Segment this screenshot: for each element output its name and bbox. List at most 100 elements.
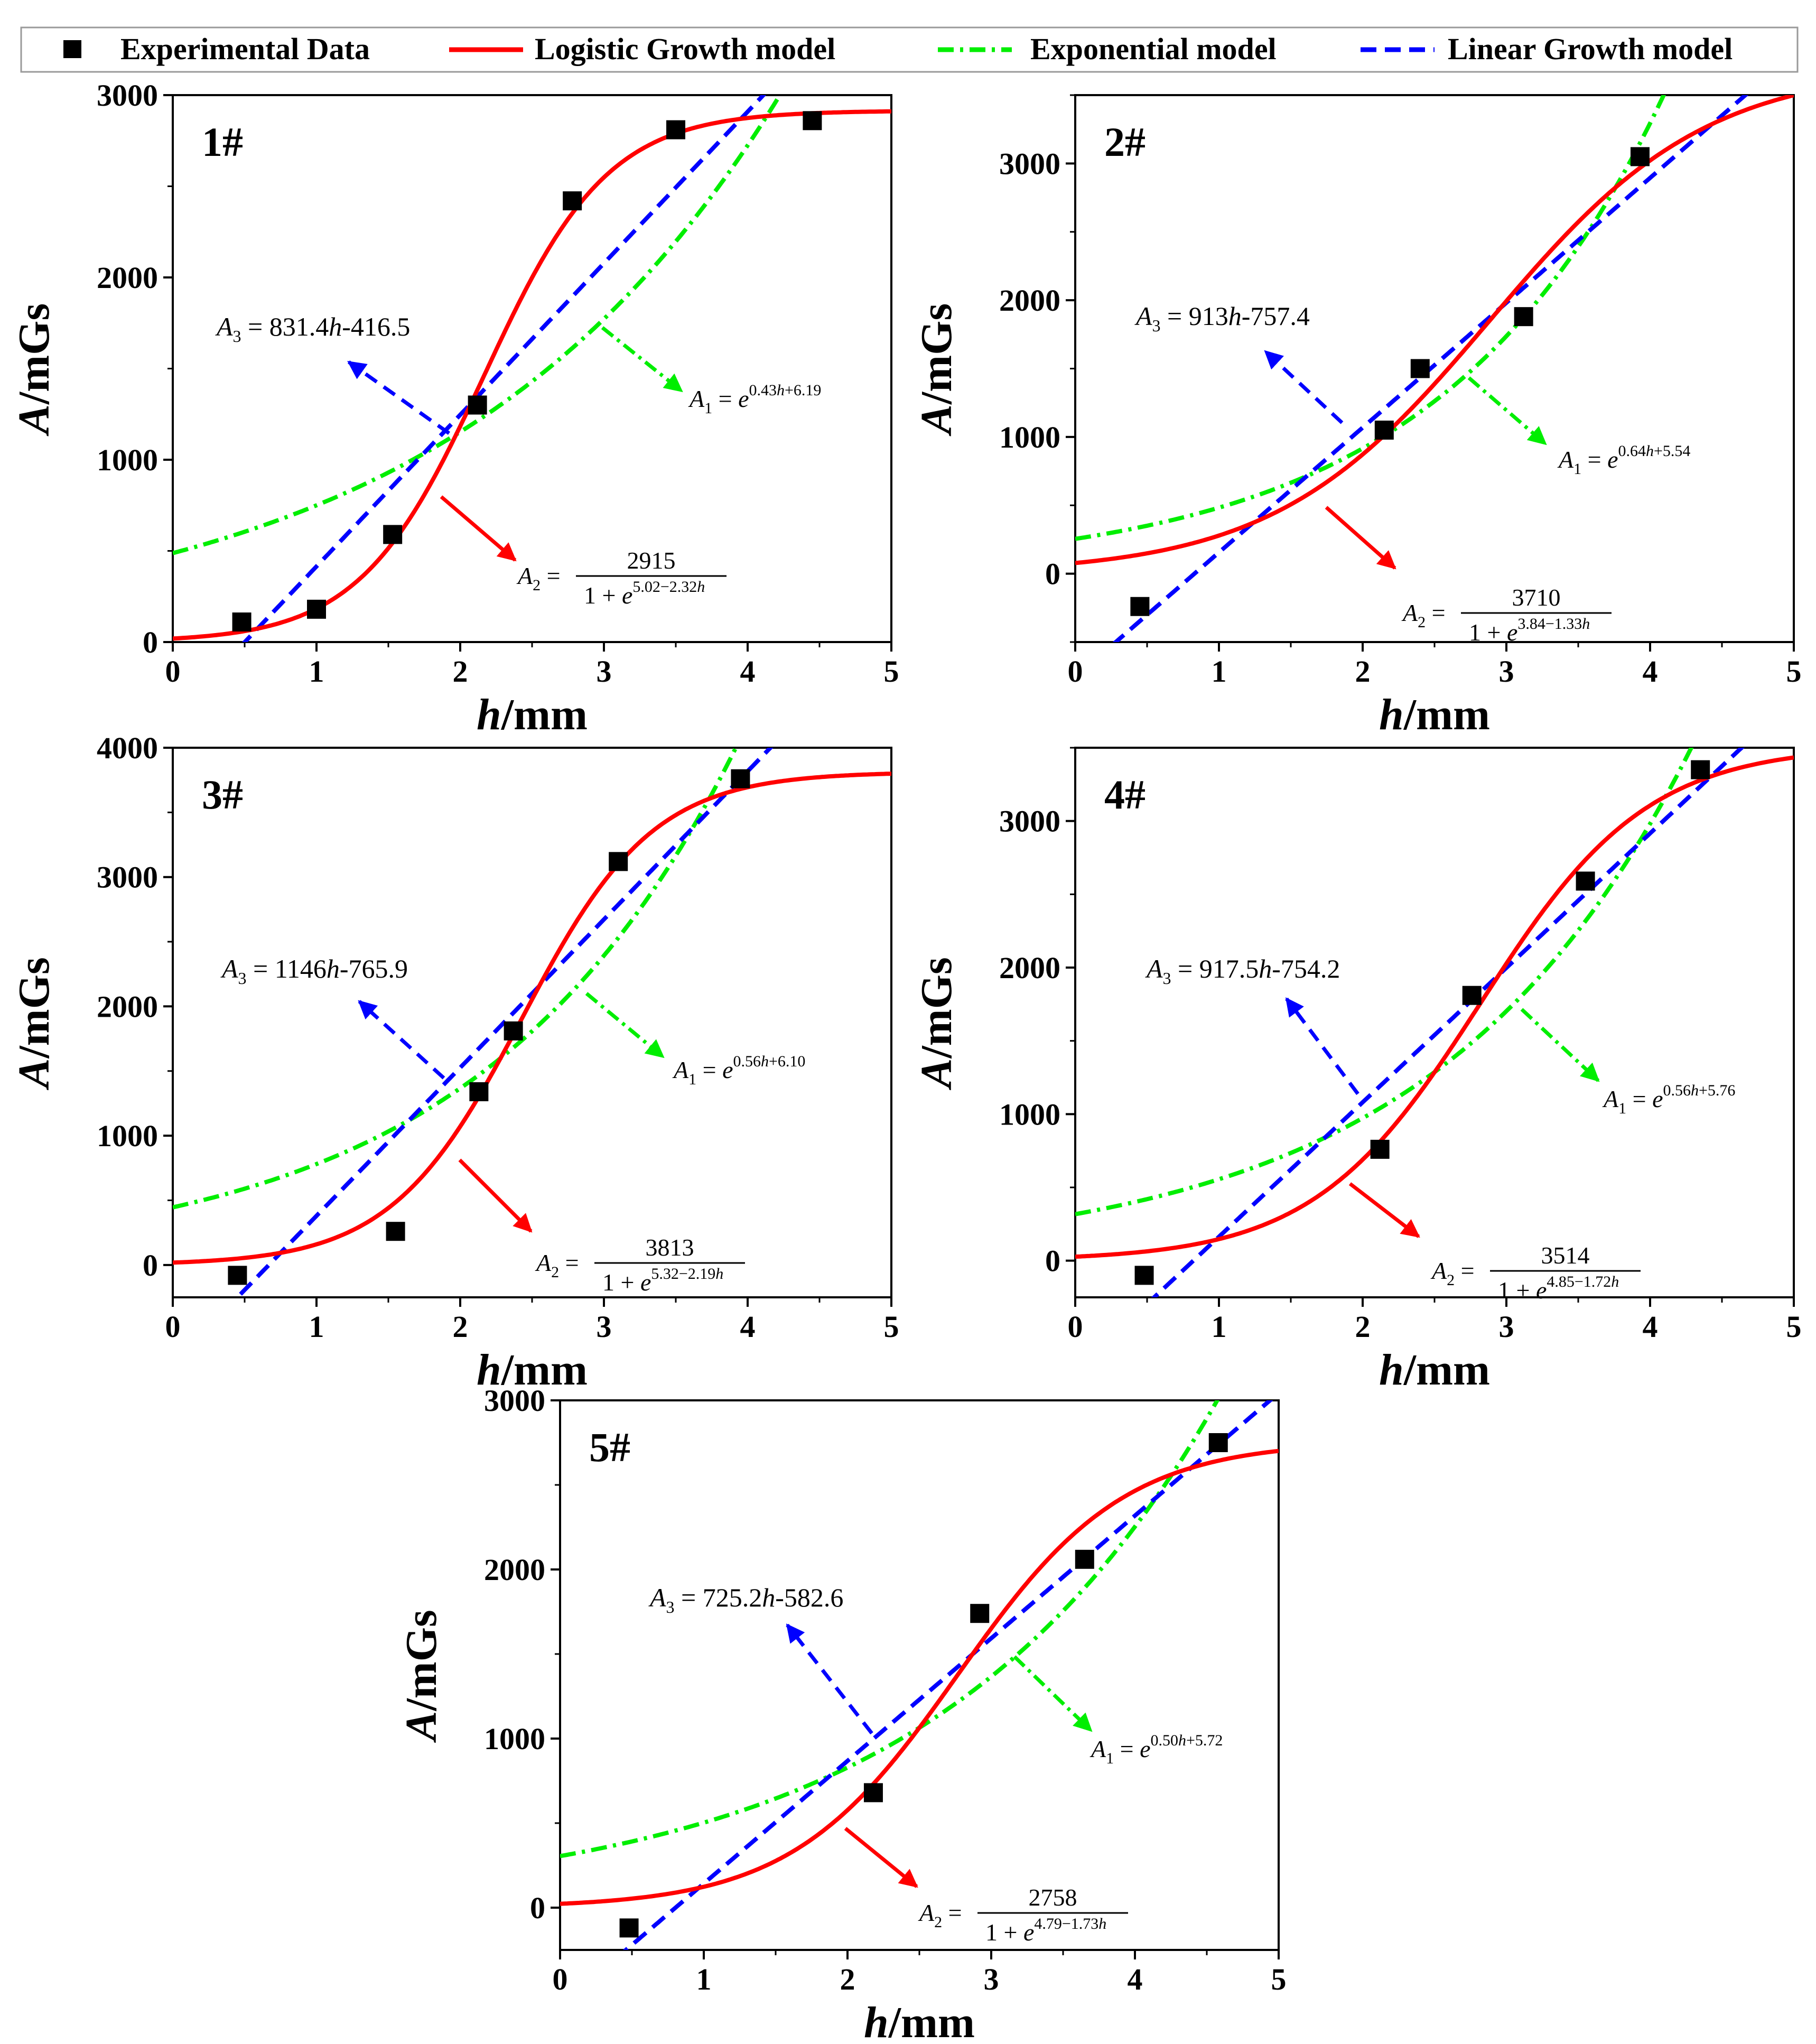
y-tick-label: 1000 [97,1119,158,1153]
legend-label: Linear Growth model [1448,32,1733,66]
chart-panel-5: 0 1 2 3 4 5 0 1000 2000 3000 h/mm A/mGs 5# A3 = 725.2… [397,1383,1287,2044]
y-axis-var: A [912,404,961,436]
x-tick-label: 5 [884,1309,899,1344]
exponential-equation: A1 = e0.56h+5.76 [1602,1082,1735,1117]
x-tick-label: 1 [309,654,324,689]
x-tick-label: 2 [1355,1309,1371,1344]
data-point [228,1266,247,1285]
x-axis-label: h/mm [1379,690,1490,739]
exponential-curve [1075,95,1666,541]
data-point [232,612,252,632]
y-axis-label: A/mGs [10,303,59,436]
panel-label: 1# [202,119,243,165]
logistic-annotation-arrow [1348,1182,1420,1238]
data-point [1410,359,1430,378]
logistic-annotation-arrow [1325,506,1396,570]
logistic-equation-lhs: A2 = [1430,1257,1475,1289]
chart-panel-3: 0 1 2 3 4 5 0 1000 2000 3000 4000 h/mm A/mGs 3# A3 = 1… [10,731,899,1395]
x-tick-label: 0 [1068,654,1083,689]
y-tick-label: 1000 [97,443,158,477]
model-curves [173,95,891,642]
exponential-equation: A1 = e0.43h+6.19 [688,382,821,417]
y-tick-label: 4000 [97,731,158,765]
x-axis-label: h/mm [1379,1345,1490,1395]
x-tick-label: 0 [165,1309,181,1344]
logistic-denominator: 1 + e3.84−1.33h [1469,615,1590,646]
y-tick-label: 2000 [484,1553,545,1587]
x-tick-label: 3 [1499,654,1514,689]
model-curves [1075,748,1794,1297]
y-axis-var: A [10,404,59,436]
exponential-annotation-arrow [585,992,665,1058]
x-axis-var: h [1379,1345,1404,1395]
linear-annotation-arrow [786,1623,873,1735]
data-point [803,111,822,131]
logistic-curve [173,772,891,1265]
logistic-annotation-arrow [844,1827,918,1888]
logistic-denominator: 1 + e5.02−2.32h [584,578,705,609]
logistic-numerator: 3514 [1541,1242,1590,1269]
data-point [468,395,487,415]
y-axis-unit: /mGs [912,957,961,1058]
y-tick-label: 1000 [999,1097,1060,1131]
x-tick-label: 3 [1499,1309,1514,1344]
y-tick-label: 0 [143,625,158,659]
data-point [863,1783,883,1803]
legend-item-logistic: Logistic Growth model [449,32,835,66]
x-tick-label: 1 [1212,654,1227,689]
legend: Experimental Data Logistic Growth model Ex… [20,26,1799,73]
y-tick-label: 1000 [999,420,1060,454]
data-point [1208,1433,1228,1452]
chart-panel-1: 0 1 2 3 4 5 0 1000 2000 3000 h/mm A/mGs 1# A3 = 831.4… [10,78,899,739]
x-tick-label: 4 [1643,1309,1658,1344]
legend-item-experimental: Experimental Data [63,32,370,66]
x-axis-var: h [477,1345,501,1395]
y-axis-var: A [10,1058,59,1091]
logistic-annotation-arrow [440,495,517,562]
logistic-curve [1075,755,1794,1259]
legend-label: Exponential model [1030,32,1277,66]
x-tick-label: 1 [1212,1309,1227,1344]
x-tick-label: 2 [453,1309,468,1344]
panel-label: 4# [1104,772,1146,817]
plot-frame [1074,94,1795,643]
data-point [563,191,582,211]
logistic-numerator: 3710 [1512,584,1561,611]
linear-curve [622,1400,1273,1950]
y-tick-label: 3000 [484,1383,545,1418]
logistic-equation-lhs: A2 = [516,562,561,594]
plot-frame [172,747,892,1298]
x-tick-label: 5 [1786,1309,1802,1344]
plot-frame [1074,747,1795,1298]
y-tick-label: 3000 [97,860,158,895]
data-point [469,1082,489,1101]
data-point [1514,307,1533,327]
y-tick-label: 2000 [97,989,158,1024]
x-tick-label: 5 [884,654,899,689]
y-axis-var: A [397,1711,446,1743]
data-point [504,1021,523,1040]
x-axis-var: h [477,690,501,739]
y-axis-unit: /mGs [10,957,59,1058]
exponential-curve [173,748,739,1210]
exponential-equation: A1 = e0.56h+6.10 [672,1053,805,1088]
logistic-equation-lhs: A2 = [535,1249,579,1281]
x-axis-unit: /mm [888,1998,975,2044]
chart-panel-2: 0 1 2 3 4 5 0 1000 2000 3000 h/mm A/mGs 2# A3 = 913h-… [912,94,1802,739]
x-tick-label: 1 [696,1962,712,1996]
data-point [1576,871,1595,891]
linear-annotation-arrow [1285,997,1359,1095]
y-tick-label: 2000 [999,283,1060,318]
y-axis-label: A/mGs [397,1610,446,1743]
data-point [307,599,326,619]
logistic-curve [560,1448,1279,1906]
linear-equation: A3 = 913h-757.4 [1134,301,1310,335]
y-tick-label: 1000 [484,1722,545,1756]
logistic-curve [173,109,891,641]
y-tick-label: 3000 [999,804,1060,839]
x-tick-label: 4 [1128,1962,1143,1996]
x-axis-label: h/mm [864,1998,975,2044]
linear-equation: A3 = 1146h-765.9 [220,954,408,988]
data-point [731,769,750,788]
